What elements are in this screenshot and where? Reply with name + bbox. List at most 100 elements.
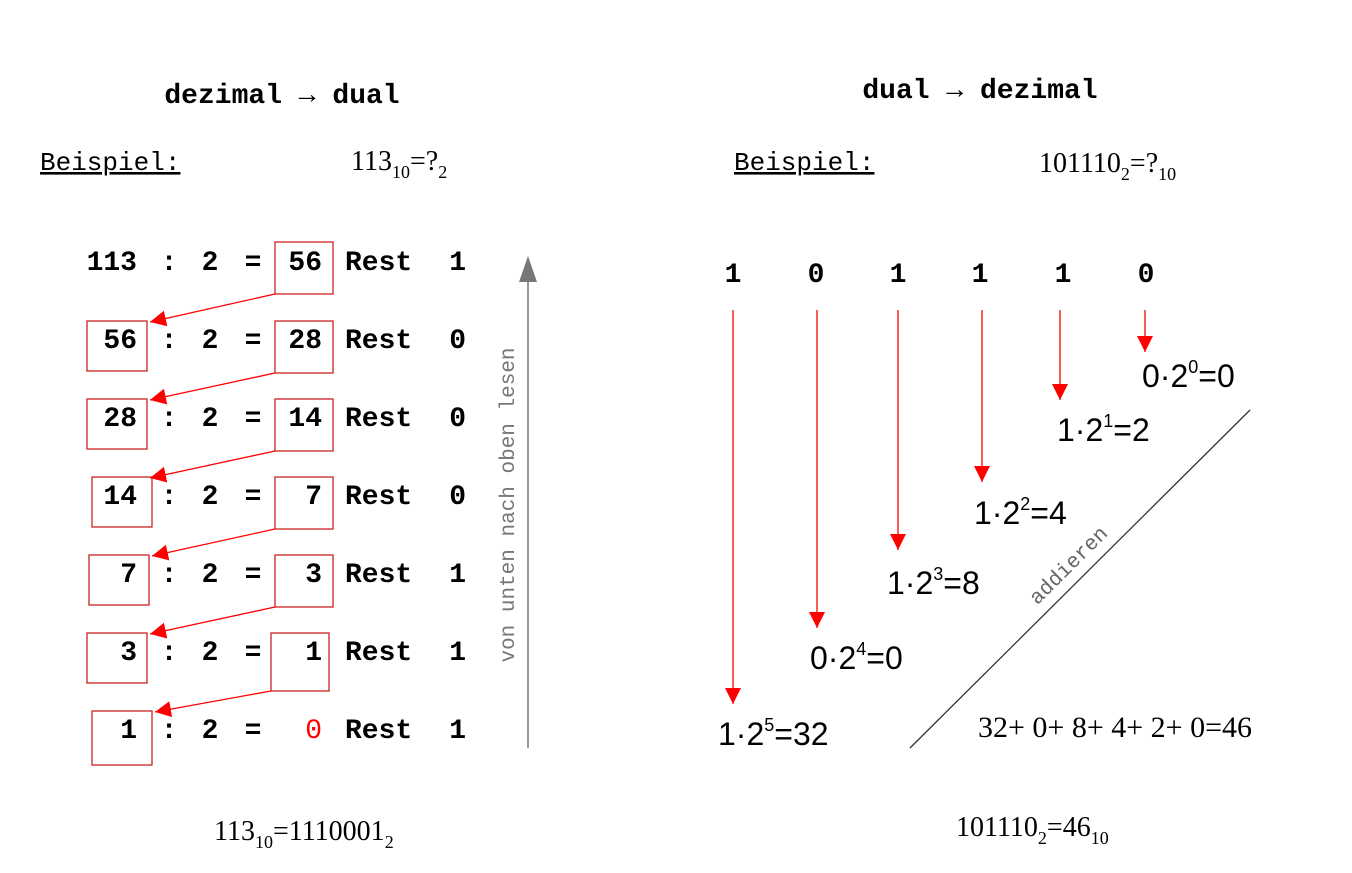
rest-value: 1: [449, 716, 466, 747]
product-value: 32: [793, 716, 829, 752]
product-equals: =: [1198, 358, 1217, 394]
add-divider-line: [909, 409, 1251, 749]
result-base-from: 2: [1038, 828, 1047, 848]
right-question: 1011102=?10: [990, 148, 1211, 187]
quotient: 1: [305, 638, 322, 669]
dividend: 7: [120, 560, 137, 591]
quotient-box: [274, 554, 334, 608]
binary-digit: 1: [890, 260, 907, 291]
sum-equation: 32+ 0+ 8+ 4+ 2+ 0=46: [978, 711, 1252, 744]
product-exponent: 2: [1020, 494, 1030, 514]
division-equals: =: [245, 326, 262, 357]
rest-label: Rest: [345, 638, 412, 669]
divisor: 2: [202, 482, 219, 513]
product-value: 0: [1217, 358, 1235, 394]
binary-digit: 0: [808, 260, 825, 291]
product-base: 2: [1170, 358, 1188, 394]
power-product: 0·20=0: [1142, 357, 1235, 394]
product-value: 0: [885, 640, 903, 676]
question-number: 101110: [1039, 148, 1121, 179]
product-exponent: 0: [1188, 357, 1198, 377]
product-dot: ·: [905, 565, 916, 601]
divisor: 2: [202, 248, 219, 279]
question-base-from: 2: [1121, 164, 1130, 184]
quotient-box: [274, 476, 334, 530]
product-exponent: 4: [856, 639, 866, 659]
carry-arrow-icon: [149, 606, 276, 639]
division-equals: =: [245, 716, 262, 747]
power-product: 1·21=2: [1057, 411, 1150, 448]
rest-value: 0: [449, 404, 466, 435]
read-up-arrowhead-icon: [519, 256, 537, 282]
product-exponent: 5: [764, 715, 774, 735]
product-base: 2: [838, 640, 856, 676]
right-beispiel-label: Beispiel:: [734, 148, 874, 178]
rest-value: 1: [449, 560, 466, 591]
result-base-to: 2: [385, 832, 394, 852]
quotient: 7: [305, 482, 322, 513]
rest-label: Rest: [345, 482, 412, 513]
left-panel: dezimal → dual Beispiel: 11310=?2 113:2 =…: [40, 81, 537, 855]
product-base: 2: [746, 716, 764, 752]
right-result: 1011102=4610: [907, 812, 1144, 851]
product-bit: 0: [1142, 358, 1160, 394]
divisor: 2: [202, 716, 219, 747]
read-direction-label: von unten nach oben lesen: [498, 347, 521, 662]
left-title: dezimal → dual: [164, 81, 399, 112]
quotient-box: [270, 632, 330, 692]
division-equals: =: [245, 482, 262, 513]
division-arrows: [149, 293, 276, 718]
product-equals: =: [1113, 412, 1132, 448]
power-product: 0·24=0: [810, 639, 903, 676]
result-value: =46: [1047, 812, 1091, 843]
division-colon: :: [161, 638, 178, 669]
product-value: 4: [1049, 495, 1067, 531]
power-term: 1·22=4: [974, 310, 1067, 531]
division-equals: =: [245, 404, 262, 435]
product-value: 2: [1132, 412, 1150, 448]
power-product: 1·22=4: [974, 494, 1067, 531]
product-equals: =: [774, 716, 793, 752]
product-base: 2: [1002, 495, 1020, 531]
quotient: 28: [288, 326, 322, 357]
binary-digit: 0: [1138, 260, 1155, 291]
power-term: 0·20=0: [1137, 310, 1235, 394]
quotient-box: [274, 320, 334, 374]
product-base: 2: [915, 565, 933, 601]
right-title: dual → dezimal: [862, 76, 1097, 107]
rest-value: 1: [449, 248, 466, 279]
power-product: 1·23=8: [887, 564, 980, 601]
dividend-box: [88, 554, 150, 606]
power-term: 1·25=32: [718, 310, 829, 752]
dividend-box: [86, 398, 148, 450]
division-table: 113:2 = 56 Rest 156:2 = 28 Rest 028:2 = 14 Rest 014:…: [86, 241, 466, 766]
product-equals: =: [1030, 495, 1049, 531]
carry-arrow-icon: [151, 528, 276, 561]
power-products: 1·25=320·24=01·23=81·22=41·21=20·20=0: [718, 310, 1235, 752]
product-equals: =: [943, 565, 962, 601]
divisor: 2: [202, 638, 219, 669]
left-result: 11310=11100012: [165, 816, 429, 855]
division-row: 56:2 = 28 Rest 0: [86, 320, 466, 374]
division-equals: =: [245, 248, 262, 279]
carry-arrow-icon: [149, 372, 276, 405]
product-exponent: 1: [1103, 411, 1113, 431]
binary-digits: 1 0 1 1 1 0: [725, 260, 1155, 291]
question-base-from: 10: [392, 162, 410, 182]
binary-digit: 1: [1055, 260, 1072, 291]
power-term: 0·24=0: [809, 310, 903, 676]
division-colon: :: [161, 248, 178, 279]
product-bit: 1: [718, 716, 736, 752]
product-bit: 0: [810, 640, 828, 676]
product-exponent: 3: [933, 564, 943, 584]
division-equals: =: [245, 638, 262, 669]
dividend: 1: [120, 716, 137, 747]
result-base-to: 10: [1091, 828, 1109, 848]
product-dot: ·: [1160, 358, 1171, 394]
dividend-box: [91, 710, 153, 766]
power-term: 1·23=8: [887, 310, 980, 601]
division-row: 14:2 = 7 Rest 0: [91, 476, 466, 530]
dividend: 3: [120, 638, 137, 669]
product-dot: ·: [736, 716, 747, 752]
dividend: 113: [87, 248, 137, 279]
